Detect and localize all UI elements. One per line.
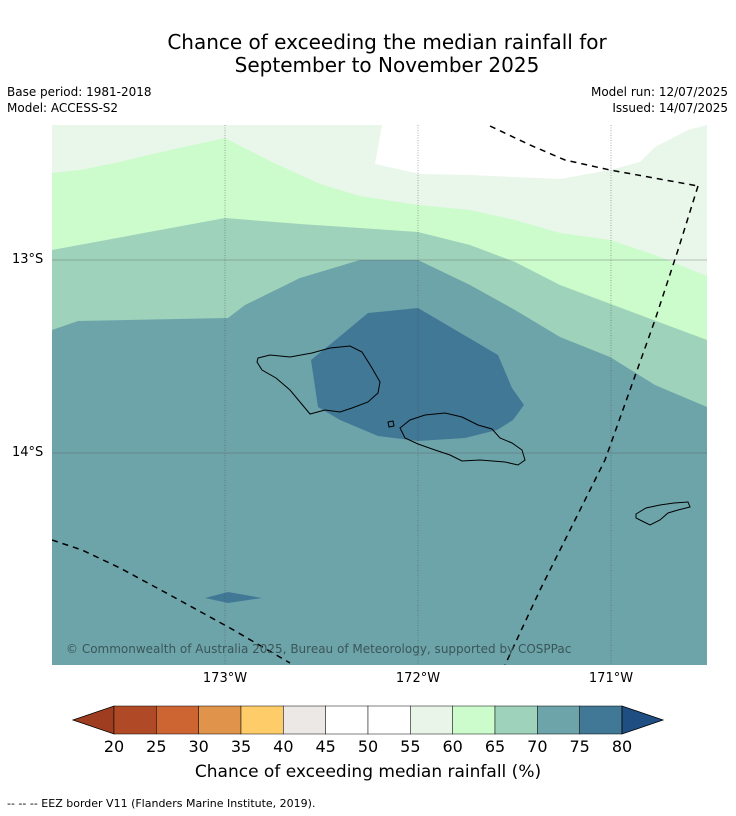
colorbar-segment [113, 705, 157, 735]
colorbar-segment [494, 705, 538, 735]
copyright-note: © Commonwealth of Australia 2025, Bureau… [66, 642, 572, 656]
lon-label-172w: 172°W [395, 671, 441, 686]
colorbar-segment [452, 705, 496, 735]
tutuila-island [635, 501, 691, 526]
colorbar-segment [156, 705, 199, 735]
eez-border-east [504, 185, 699, 665]
region-75-80-small [205, 592, 262, 603]
colorbar-segment [283, 705, 326, 735]
chart-title: Chance of exceeding the median rainfall … [0, 31, 736, 77]
eez-border-southwest [52, 539, 291, 664]
lon-label-171w: 171°W [588, 671, 634, 686]
title-line-1: Chance of exceeding the median rainfall … [167, 30, 607, 54]
colorbar-tick-label: 45 [315, 737, 336, 756]
colorbar-tick-label: 80 [611, 737, 633, 756]
lat-label-13s: 13°S [12, 252, 44, 267]
lat-label-14s: 14°S [12, 445, 44, 460]
colorbar-tick-label: 65 [484, 737, 506, 756]
eez-footnote: -- -- -- EEZ border V11 (Flanders Marine… [7, 797, 316, 810]
colorbar-segment [579, 705, 623, 735]
lon-label-173w: 173°W [202, 671, 248, 686]
colorbar-over-arrow [621, 705, 665, 735]
colorbar-tick-label: 75 [569, 737, 590, 756]
region-75-80 [311, 308, 524, 441]
colorbar-tick-label: 50 [357, 737, 379, 756]
colorbar-tick-label: 35 [230, 737, 252, 756]
base-period: Base period: 1981-2018 [7, 85, 152, 99]
colorbar-segment [240, 705, 284, 735]
region-50-55 [375, 125, 707, 179]
colorbar-under-arrow [71, 705, 115, 735]
colorbar-tick-label: 25 [146, 737, 167, 756]
colorbar-segment [410, 705, 453, 735]
colorbar-segment [367, 705, 411, 735]
small-islet [387, 420, 395, 428]
colorbar-tick-label: 20 [103, 737, 125, 756]
colorbar-segment [325, 705, 369, 735]
colorbar [71, 705, 665, 735]
upolu-island [399, 412, 526, 466]
colorbar-segment [198, 705, 242, 735]
eez-border-north [489, 125, 699, 187]
issued-date: Issued: 14/07/2025 [612, 101, 728, 115]
savaii-island [256, 345, 381, 415]
model-run: Model run: 12/07/2025 [590, 85, 728, 99]
colorbar-tick-label: 70 [527, 737, 548, 756]
title-line-2: September to November 2025 [234, 53, 540, 77]
meta-left: Base period: 1981-2018 Model: ACCESS-S2 [7, 84, 152, 116]
meta-right: Model run: 12/07/2025 Issued: 14/07/2025 [591, 84, 728, 116]
colorbar-tick-label: 60 [442, 737, 463, 756]
colorbar-segment [537, 705, 580, 735]
model-name: Model: ACCESS-S2 [7, 101, 119, 115]
colorbar-tick-label: 40 [273, 737, 294, 756]
colorbar-tick-label: 55 [400, 737, 421, 756]
colorbar-tick-label: 30 [188, 737, 209, 756]
colorbar-title: Chance of exceeding median rainfall (%) [194, 762, 542, 782]
